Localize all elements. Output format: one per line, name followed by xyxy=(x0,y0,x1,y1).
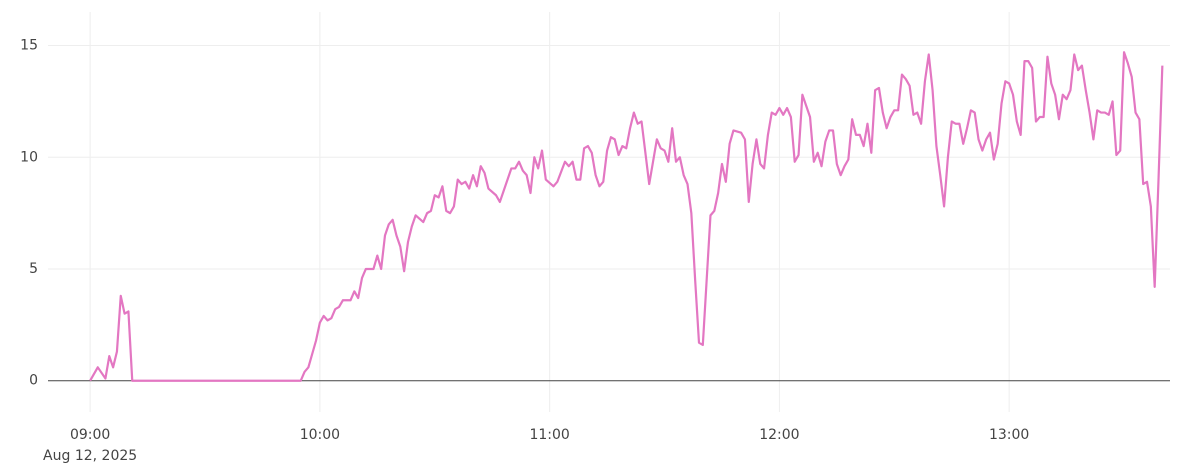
y-tick-label: 15 xyxy=(20,38,38,54)
y-tick-label: 0 xyxy=(29,373,38,389)
x-tick-label: 09:00 xyxy=(70,427,110,443)
x-tick-label: 13:00 xyxy=(989,427,1029,443)
data-line xyxy=(89,51,1164,382)
y-tick-label: 10 xyxy=(20,149,38,165)
x-tick-label: 11:00 xyxy=(529,427,569,443)
x-date-label: Aug 12, 2025 xyxy=(43,448,137,464)
x-tick-label: 10:00 xyxy=(300,427,340,443)
x-tick-label: 12:00 xyxy=(759,427,799,443)
y-tick-label: 5 xyxy=(29,261,38,277)
